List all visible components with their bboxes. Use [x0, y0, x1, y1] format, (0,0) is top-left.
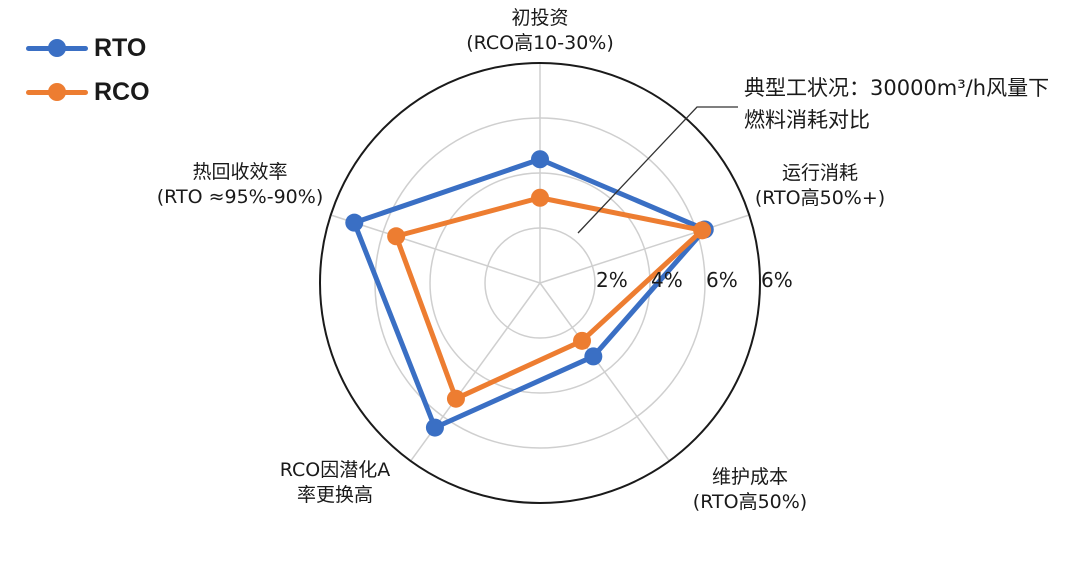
annotation-leader-line — [577, 106, 738, 234]
data-point-marker[interactable] — [446, 389, 465, 408]
data-point-marker[interactable] — [345, 213, 364, 232]
axis-label-maintenance-cost: 维护成本 (RTO高50%) — [660, 465, 840, 515]
axis-label-note: (RTO高50%+) — [754, 187, 886, 209]
data-point-marker[interactable] — [573, 331, 592, 350]
axis-label-note: (RTO ≈95%-90%) — [156, 186, 324, 208]
line-marker-icon — [26, 80, 88, 104]
axis-label-title: 初投资 — [511, 7, 569, 29]
radial-tick: 6% — [706, 268, 738, 292]
data-point-marker[interactable] — [425, 418, 444, 437]
data-point-marker[interactable] — [693, 221, 712, 240]
radar-grid — [319, 62, 761, 504]
line-marker-icon — [26, 36, 88, 60]
data-point-marker[interactable] — [584, 347, 603, 366]
data-point-marker[interactable] — [387, 227, 406, 246]
axis-label-note: 率更换高 — [296, 484, 373, 506]
axis-label-note: (RTO高50%) — [692, 491, 808, 513]
axis-label-heat-recovery: 热回收效率 (RTO ≈95%-90%) — [140, 160, 340, 210]
axis-label-title: 维护成本 — [711, 466, 788, 488]
axis-label-note: (RCO高10-30%) — [466, 32, 614, 54]
annotation-line: 燃料消耗对比 — [744, 108, 870, 132]
axis-label-initial-investment: 初投资 (RCO高10-30%) — [440, 6, 640, 56]
radar-series — [345, 150, 714, 437]
legend-label: RTO — [94, 33, 147, 62]
series-rto — [345, 150, 714, 437]
legend: RTO RCO — [26, 26, 150, 114]
axis-label-title: 运行消耗 — [781, 162, 858, 184]
axis-label-operating-cost: 运行消耗 (RTO高50%+) — [740, 161, 900, 211]
legend-item-rco[interactable]: RCO — [26, 70, 150, 114]
radial-tick: 2% — [596, 268, 628, 292]
axis-label-title: RCO因潜化A — [279, 459, 391, 481]
radial-tick: 4% — [651, 268, 683, 292]
legend-label: RCO — [94, 77, 150, 106]
chart-annotation: 典型工状况：30000m³/h风量下 燃料消耗对比 — [744, 72, 1049, 136]
legend-item-rto[interactable]: RTO — [26, 26, 150, 70]
annotation-line: 典型工状况：30000m³/h风量下 — [744, 76, 1050, 100]
axis-label-catalyst-replacement: RCO因潜化A 率更换高 — [250, 458, 420, 508]
radial-tick: 6% — [761, 268, 793, 292]
data-point-marker[interactable] — [531, 188, 549, 207]
series-rco — [387, 188, 712, 408]
axis-label-title: 热回收效率 — [192, 161, 288, 183]
data-point-marker[interactable] — [531, 150, 549, 169]
